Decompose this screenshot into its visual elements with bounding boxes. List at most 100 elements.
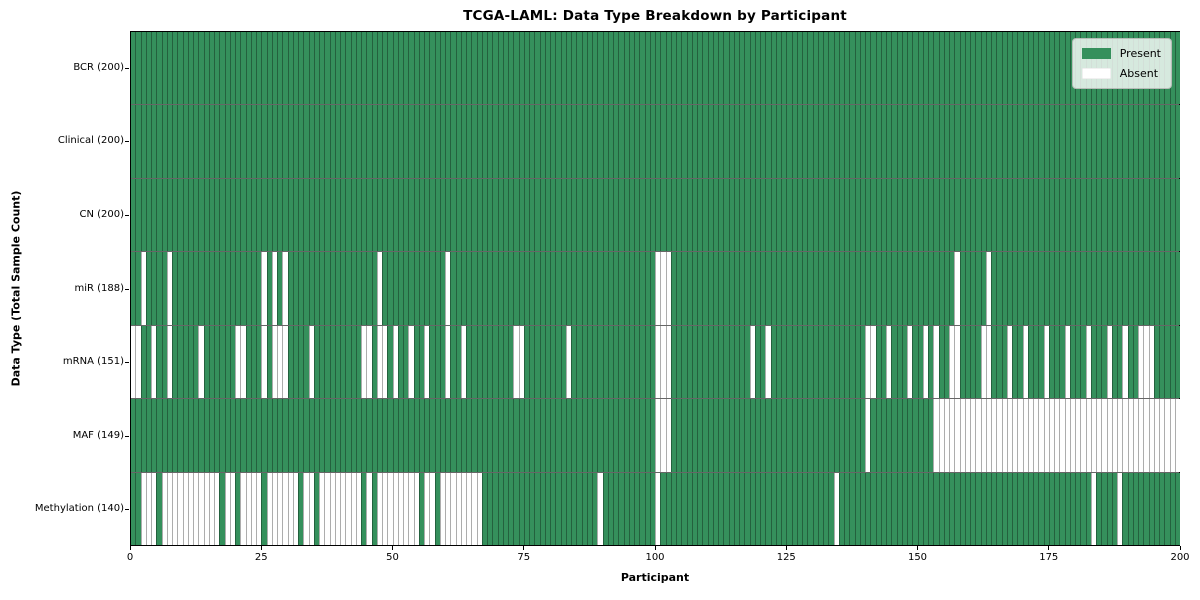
- cell-clinical-110: [707, 105, 713, 178]
- cell-mrna-47: [376, 325, 382, 399]
- cell-mir-129: [807, 252, 813, 325]
- cell-maf-60: [445, 399, 451, 472]
- cell-maf-106: [686, 399, 692, 472]
- cell-mrna-59: [439, 325, 445, 399]
- cell-maf-34: [308, 399, 314, 472]
- cell-maf-191: [1132, 399, 1138, 472]
- cell-clinical-164: [991, 105, 997, 178]
- cell-cn-192: [1138, 178, 1144, 252]
- cell-mir-68: [487, 252, 493, 325]
- cell-methylation-94: [623, 472, 629, 545]
- cell-maf-44: [361, 399, 367, 472]
- cell-maf-29: [282, 399, 288, 472]
- cell-mrna-57: [429, 325, 435, 399]
- cell-mrna-142: [875, 325, 881, 399]
- y-tick-mark: [125, 67, 129, 69]
- cell-methylation-46: [371, 472, 377, 545]
- cell-mir-16: [214, 252, 220, 325]
- x-tick-mark: [1048, 546, 1050, 550]
- cell-methylation-188: [1117, 472, 1123, 545]
- cell-clinical-75: [523, 105, 529, 178]
- cell-methylation-133: [828, 472, 834, 545]
- cell-mrna-125: [786, 325, 792, 399]
- cell-clinical-69: [492, 105, 498, 178]
- cell-mrna-143: [880, 325, 886, 399]
- cell-clinical-124: [781, 105, 787, 178]
- cell-bcr-18: [224, 32, 230, 105]
- cell-maf-186: [1106, 399, 1112, 472]
- cell-clinical-57: [429, 105, 435, 178]
- cell-clinical-32: [298, 105, 304, 178]
- cell-maf-52: [403, 399, 409, 472]
- cell-mir-69: [492, 252, 498, 325]
- cell-clinical-132: [823, 105, 829, 178]
- cell-mrna-69: [492, 325, 498, 399]
- cell-cn-82: [560, 178, 566, 252]
- cell-bcr-128: [802, 32, 808, 105]
- cell-methylation-97: [639, 472, 645, 545]
- cell-cn-58: [434, 178, 440, 252]
- cell-clinical-99: [649, 105, 655, 178]
- cell-bcr-66: [476, 32, 482, 105]
- cell-maf-100: [655, 399, 661, 472]
- cell-clinical-5: [156, 105, 162, 178]
- row-clinical: [131, 104, 1180, 178]
- cell-clinical-40: [340, 105, 346, 178]
- cell-cn-176: [1054, 178, 1060, 252]
- cell-methylation-70: [497, 472, 503, 545]
- y-tick-label-maf: MAF (149): [72, 429, 124, 441]
- cell-clinical-58: [434, 105, 440, 178]
- cell-maf-25: [261, 399, 267, 472]
- cell-clinical-181: [1080, 105, 1086, 178]
- cell-mir-164: [991, 252, 997, 325]
- cell-cn-34: [308, 178, 314, 252]
- cell-maf-135: [838, 399, 844, 472]
- cell-methylation-152: [928, 472, 934, 545]
- cell-mir-41: [345, 252, 351, 325]
- cell-cn-97: [639, 178, 645, 252]
- cell-clinical-15: [208, 105, 214, 178]
- cell-clinical-187: [1111, 105, 1117, 178]
- cell-bcr-159: [964, 32, 970, 105]
- cell-cn-4: [151, 178, 157, 252]
- cell-clinical-154: [938, 105, 944, 178]
- cell-cn-131: [817, 178, 823, 252]
- cell-mrna-86: [581, 325, 587, 399]
- cell-methylation-63: [460, 472, 466, 545]
- cell-mrna-122: [770, 325, 776, 399]
- cell-methylation-73: [513, 472, 519, 545]
- cell-maf-27: [271, 399, 277, 472]
- cell-mrna-45: [366, 325, 372, 399]
- cell-mir-85: [576, 252, 582, 325]
- cell-mir-154: [938, 252, 944, 325]
- cell-maf-158: [959, 399, 965, 472]
- cell-cn-141: [870, 178, 876, 252]
- cell-clinical-160: [970, 105, 976, 178]
- cell-methylation-21: [240, 472, 246, 545]
- cell-methylation-145: [891, 472, 897, 545]
- cell-maf-195: [1153, 399, 1159, 472]
- cell-cn-197: [1164, 178, 1170, 252]
- cell-methylation-78: [539, 472, 545, 545]
- cell-mrna-56: [424, 325, 430, 399]
- cell-cn-127: [796, 178, 802, 252]
- x-tick-mark: [785, 546, 787, 550]
- cell-cn-110: [707, 178, 713, 252]
- cell-methylation-82: [560, 472, 566, 545]
- cell-methylation-115: [733, 472, 739, 545]
- cell-mir-191: [1132, 252, 1138, 325]
- cell-methylation-162: [980, 472, 986, 545]
- cell-mir-20: [235, 252, 241, 325]
- cell-bcr-120: [760, 32, 766, 105]
- cell-methylation-160: [970, 472, 976, 545]
- cell-cn-14: [203, 178, 209, 252]
- cell-mir-126: [791, 252, 797, 325]
- cell-maf-180: [1075, 399, 1081, 472]
- cell-clinical-98: [644, 105, 650, 178]
- cell-mir-21: [240, 252, 246, 325]
- cell-mrna-104: [676, 325, 682, 399]
- cell-mrna-51: [397, 325, 403, 399]
- cell-cn-43: [355, 178, 361, 252]
- y-tick-label-mrna: mRNA (151): [62, 356, 124, 368]
- cell-maf-73: [513, 399, 519, 472]
